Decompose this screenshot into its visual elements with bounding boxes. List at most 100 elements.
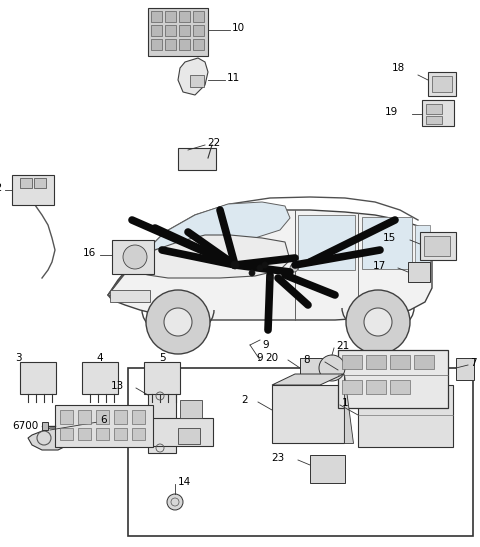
Circle shape: [146, 290, 210, 354]
Bar: [132, 428, 145, 440]
Bar: [114, 428, 127, 440]
Bar: [151, 25, 162, 36]
Bar: [165, 11, 176, 22]
Polygon shape: [344, 374, 353, 443]
Polygon shape: [178, 58, 208, 95]
Bar: [272, 385, 344, 443]
Text: 22: 22: [207, 138, 220, 148]
Bar: [128, 368, 473, 536]
Bar: [179, 39, 190, 50]
Text: 10: 10: [232, 23, 245, 33]
Polygon shape: [128, 243, 142, 252]
Bar: [342, 355, 362, 369]
Bar: [193, 25, 204, 36]
Circle shape: [319, 355, 345, 381]
Polygon shape: [272, 374, 344, 385]
Bar: [366, 355, 386, 369]
Bar: [390, 355, 410, 369]
Bar: [132, 410, 145, 424]
Polygon shape: [108, 235, 290, 295]
Bar: [165, 25, 176, 36]
Circle shape: [290, 264, 298, 272]
Bar: [144, 362, 180, 394]
Bar: [20, 178, 32, 188]
Text: 9: 9: [256, 353, 263, 363]
Bar: [82, 362, 118, 394]
Bar: [55, 405, 153, 447]
Polygon shape: [108, 210, 432, 320]
Bar: [165, 39, 176, 50]
Text: 6: 6: [100, 415, 107, 425]
Bar: [12, 175, 54, 205]
Bar: [148, 418, 213, 446]
Text: 9: 9: [262, 340, 269, 350]
Text: 3: 3: [15, 353, 21, 363]
Bar: [390, 380, 410, 394]
Text: 12: 12: [0, 183, 3, 193]
Bar: [456, 358, 474, 380]
Bar: [178, 148, 216, 170]
Bar: [193, 39, 204, 50]
Circle shape: [257, 265, 263, 271]
Polygon shape: [28, 428, 72, 450]
Bar: [96, 428, 109, 440]
Circle shape: [267, 275, 273, 281]
Bar: [193, 11, 204, 22]
Text: 20: 20: [265, 353, 278, 363]
Bar: [424, 236, 450, 256]
Bar: [338, 350, 448, 408]
Text: 16: 16: [83, 248, 96, 258]
Text: 13: 13: [111, 381, 124, 391]
Bar: [20, 362, 56, 394]
Text: 5: 5: [159, 353, 165, 363]
Bar: [428, 72, 456, 96]
Bar: [414, 355, 434, 369]
Bar: [112, 240, 154, 274]
Bar: [362, 217, 412, 269]
Bar: [180, 400, 202, 418]
Text: 14: 14: [178, 477, 191, 487]
Text: 18: 18: [392, 63, 405, 73]
Text: 2: 2: [241, 395, 248, 405]
Bar: [148, 388, 176, 453]
Text: 15: 15: [383, 233, 396, 243]
Bar: [114, 410, 127, 424]
Text: 6700: 6700: [12, 421, 38, 431]
Text: 11: 11: [227, 73, 240, 83]
Bar: [110, 290, 150, 302]
Bar: [60, 428, 73, 440]
Bar: [310, 455, 345, 483]
Circle shape: [262, 262, 268, 268]
Bar: [78, 410, 91, 424]
Circle shape: [231, 261, 239, 269]
Bar: [426, 116, 442, 124]
Bar: [34, 178, 46, 188]
Bar: [190, 75, 204, 87]
Bar: [300, 358, 322, 378]
Bar: [408, 262, 430, 282]
Bar: [298, 215, 355, 270]
Bar: [179, 25, 190, 36]
Circle shape: [123, 245, 147, 269]
Bar: [60, 410, 73, 424]
Bar: [426, 104, 442, 114]
Polygon shape: [42, 422, 48, 430]
Bar: [342, 380, 362, 394]
Circle shape: [364, 308, 392, 336]
Text: 1: 1: [342, 398, 348, 408]
Circle shape: [249, 270, 255, 276]
Circle shape: [164, 308, 192, 336]
Text: 7: 7: [470, 358, 477, 368]
Bar: [151, 39, 162, 50]
Bar: [179, 11, 190, 22]
Text: 23: 23: [271, 453, 284, 463]
Text: 17: 17: [373, 261, 386, 271]
Polygon shape: [145, 202, 290, 252]
Bar: [78, 428, 91, 440]
Text: 21: 21: [336, 341, 349, 351]
Bar: [432, 76, 452, 92]
Bar: [151, 11, 162, 22]
Circle shape: [346, 290, 410, 354]
Text: 19: 19: [385, 107, 398, 117]
Bar: [178, 428, 200, 444]
